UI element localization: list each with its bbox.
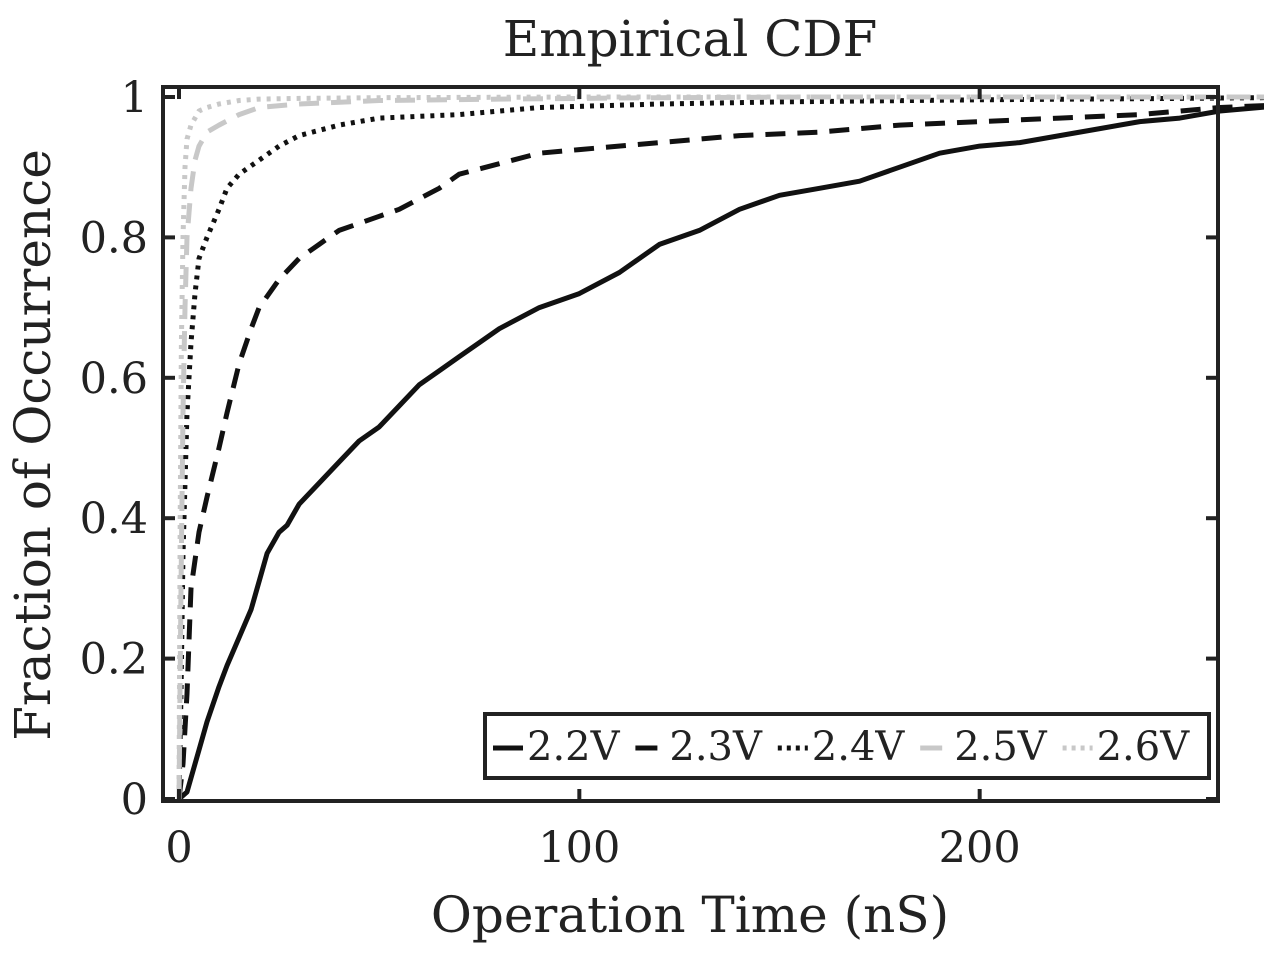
series-line-2-6v <box>176 94 1264 800</box>
legend-label: 2.2V <box>527 724 621 770</box>
x-axis-label: Operation Time (nS) <box>431 886 949 944</box>
legend: 2.2V 2.3V 2.4V 2.5V 2.6V <box>483 712 1211 780</box>
plot-frame <box>161 85 1220 803</box>
series-line-2-2v <box>177 104 1264 801</box>
axes-layer: 010020030000.20.40.60.81 <box>80 73 1220 873</box>
chart-title: Empirical CDF <box>503 10 878 68</box>
y-axis-label: Fraction of Occurrence <box>4 149 62 741</box>
series-line-2-5v <box>176 94 1264 800</box>
legend-label: 2.4V <box>812 724 906 770</box>
series-line-2-3v <box>176 103 1264 800</box>
y-tick-label: 0.4 <box>80 494 148 544</box>
legend-label: 2.5V <box>954 724 1048 770</box>
y-tick-label: 0.8 <box>80 213 148 263</box>
series-line-2-4v <box>176 95 1264 800</box>
legend-label: 2.3V <box>669 724 763 770</box>
y-tick-label: 1 <box>121 73 148 123</box>
y-tick-label: 0.6 <box>80 354 148 404</box>
y-tick-label: 0.2 <box>80 635 148 685</box>
legend-label: 2.6V <box>1097 724 1191 770</box>
x-tick-label: 200 <box>939 823 1021 873</box>
y-tick-label: 0 <box>121 775 148 825</box>
x-tick-label: 0 <box>165 823 192 873</box>
series-layer <box>176 94 1264 801</box>
x-tick-label: 100 <box>538 823 620 873</box>
legend-box <box>483 712 1211 780</box>
